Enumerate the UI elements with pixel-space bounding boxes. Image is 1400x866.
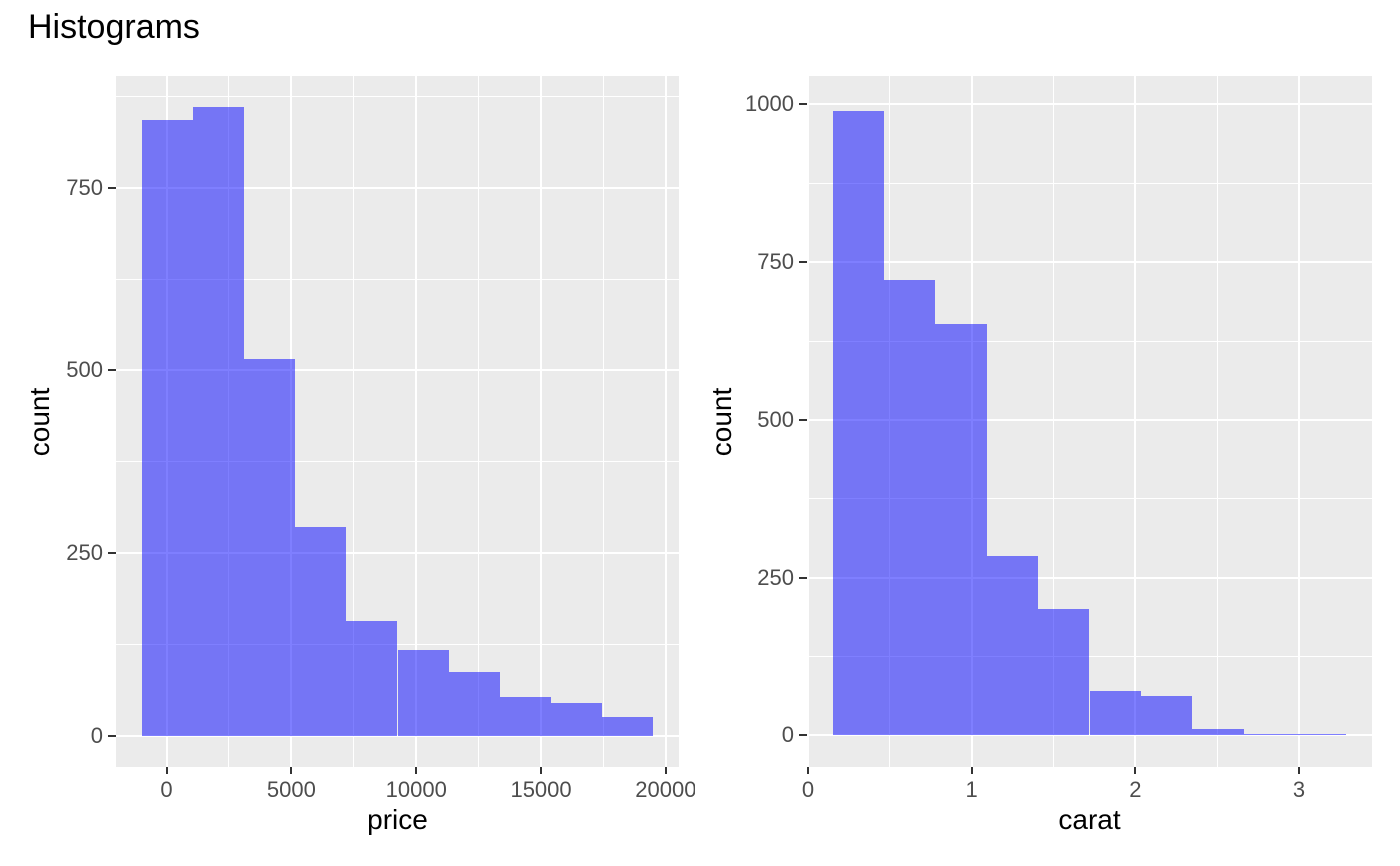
- plot-panel: [807, 76, 1372, 767]
- x-tick-label: 15000: [510, 777, 572, 802]
- y-major-gridline: [807, 418, 1372, 421]
- y-minor-gridline: [116, 278, 679, 280]
- subplot-carat-histogram: 0 1 2 3 0 250 500 750 1000 carat count: [695, 0, 1400, 866]
- histogram-bar: [602, 716, 654, 736]
- histogram-bar: [1192, 728, 1244, 736]
- subplot-price-histogram: 0 5000 10000 15000 20000 0 250 500 750 price count: [0, 0, 695, 866]
- y-minor-gridline: [807, 498, 1372, 500]
- x-tick-label: 10000: [385, 777, 447, 802]
- histogram-bar: [1243, 734, 1296, 736]
- y-axis-title: count: [706, 387, 737, 456]
- y-tick-label: 250: [66, 539, 103, 565]
- x-tick-mark: [806, 767, 809, 774]
- y-tick-mark: [799, 576, 807, 579]
- x-tick-mark: [970, 767, 973, 774]
- y-tick-label: 750: [757, 249, 794, 275]
- y-tick-label: 1000: [745, 91, 794, 117]
- histogram-bar: [986, 555, 1039, 736]
- y-tick-mark: [799, 734, 807, 737]
- y-major-gridline: [807, 103, 1372, 106]
- histogram-bar: [832, 110, 884, 736]
- x-tick-label: 5000: [266, 777, 316, 802]
- x-tick-label: 1: [965, 777, 978, 802]
- histogram-bar: [1295, 734, 1347, 736]
- y-major-gridline: [807, 734, 1372, 737]
- histogram-bar: [1038, 609, 1090, 736]
- x-tick-mark: [415, 767, 418, 774]
- x-tick-mark: [1134, 767, 1137, 774]
- x-major-gridline: [415, 76, 418, 767]
- x-tick-mark: [664, 767, 667, 774]
- x-tick-mark: [290, 767, 293, 774]
- histogram-bar: [243, 359, 296, 736]
- y-tick-label: 500: [757, 406, 794, 432]
- y-major-gridline: [116, 186, 679, 189]
- x-tick-label: 20000: [635, 777, 695, 802]
- x-tick-label: 0: [801, 777, 815, 802]
- x-major-gridline: [1298, 76, 1300, 767]
- plot-panel: [116, 76, 679, 767]
- y-axis-title: count: [24, 387, 55, 456]
- y-major-gridline: [807, 576, 1372, 579]
- histogram-bar: [551, 702, 603, 736]
- y-minor-gridline: [116, 643, 679, 645]
- histogram-bar: [448, 672, 500, 736]
- y-major-gridline: [807, 261, 1372, 264]
- histogram-bar: [499, 696, 552, 736]
- y-tick-mark: [799, 261, 807, 264]
- x-minor-gridline: [602, 76, 604, 767]
- histogram-bar: [935, 324, 987, 736]
- histogram-bar: [295, 527, 347, 736]
- y-major-gridline: [116, 734, 679, 737]
- x-major-gridline: [807, 76, 809, 767]
- histogram-bar: [346, 620, 398, 736]
- y-tick-label: 0: [781, 722, 794, 748]
- y-tick-mark: [108, 186, 116, 189]
- y-minor-gridline: [807, 340, 1372, 342]
- x-axis-title: price: [367, 804, 428, 835]
- histogram-bar: [883, 279, 936, 736]
- y-tick-mark: [108, 734, 116, 737]
- histogram-bar: [397, 650, 449, 736]
- y-tick-label: 500: [66, 357, 103, 383]
- x-major-gridline: [540, 76, 543, 767]
- y-tick-label: 750: [66, 174, 103, 200]
- y-tick-mark: [799, 103, 807, 106]
- x-minor-gridline: [353, 76, 355, 767]
- y-tick-mark: [108, 369, 116, 372]
- x-tick-label: 0: [160, 777, 173, 802]
- y-major-gridline: [116, 369, 679, 372]
- plot-title: Histograms: [28, 8, 200, 46]
- x-tick-mark: [540, 767, 543, 774]
- x-axis-title: carat: [1058, 804, 1121, 835]
- y-minor-gridline: [807, 656, 1372, 658]
- y-tick-mark: [799, 418, 807, 421]
- y-major-gridline: [116, 551, 679, 554]
- histogram-bar: [1089, 691, 1141, 736]
- x-tick-mark: [1298, 767, 1300, 774]
- x-minor-gridline: [1216, 76, 1218, 767]
- y-tick-label: 0: [90, 722, 103, 748]
- y-minor-gridline: [116, 461, 679, 463]
- x-tick-mark: [165, 767, 168, 774]
- x-major-gridline: [1134, 76, 1137, 767]
- histogram-bar: [192, 107, 244, 736]
- y-tick-label: 250: [757, 564, 794, 590]
- x-tick-label: 3: [1292, 777, 1306, 802]
- x-major-gridline: [664, 76, 667, 767]
- histogram-bar: [1140, 696, 1193, 736]
- x-minor-gridline: [478, 76, 480, 767]
- histogram-bar: [141, 119, 193, 736]
- y-tick-mark: [108, 551, 116, 554]
- y-minor-gridline: [807, 182, 1372, 184]
- y-minor-gridline: [116, 95, 679, 97]
- x-minor-gridline: [1052, 76, 1054, 767]
- x-tick-label: 2: [1129, 777, 1142, 802]
